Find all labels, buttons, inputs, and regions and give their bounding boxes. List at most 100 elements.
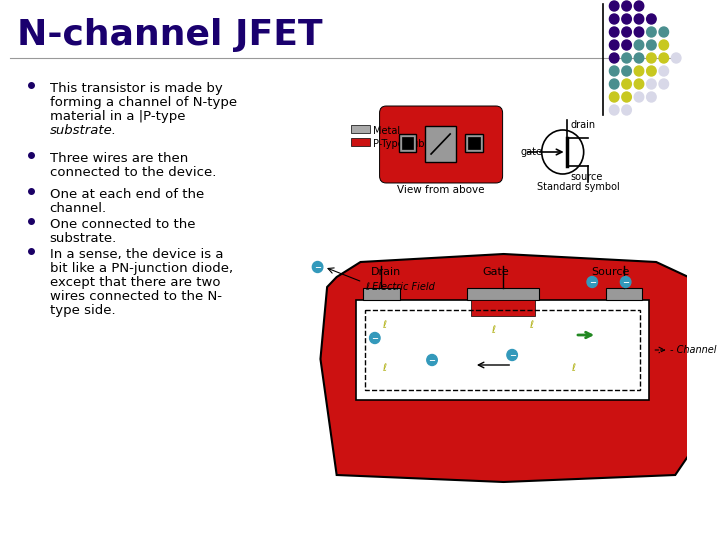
Circle shape (634, 40, 644, 50)
Text: material in a |P-type: material in a |P-type (50, 110, 185, 123)
Bar (402, 137, 413, 149)
Circle shape (659, 79, 669, 89)
Text: drain: drain (570, 120, 595, 130)
Text: Metal: Metal (373, 126, 400, 136)
Text: Standard symbol: Standard symbol (537, 182, 620, 192)
Text: - Channel: - Channel (670, 345, 717, 355)
Circle shape (622, 53, 631, 63)
Circle shape (622, 79, 631, 89)
Bar (356, 300, 649, 400)
Circle shape (647, 14, 656, 24)
Circle shape (621, 276, 631, 287)
Circle shape (647, 66, 656, 76)
Circle shape (647, 27, 656, 37)
Circle shape (634, 66, 644, 76)
Text: One connected to the: One connected to the (50, 218, 195, 231)
Circle shape (634, 14, 644, 24)
Circle shape (634, 27, 644, 37)
Bar (606, 288, 642, 300)
Circle shape (609, 79, 619, 89)
Bar (365, 310, 640, 390)
Circle shape (312, 261, 323, 273)
Text: −: − (428, 356, 436, 366)
Circle shape (659, 66, 669, 76)
Circle shape (647, 53, 656, 63)
Circle shape (369, 333, 380, 343)
Text: gate: gate (521, 147, 543, 157)
Text: type side.: type side. (50, 304, 115, 317)
Text: channel.: channel. (50, 202, 107, 215)
Circle shape (659, 27, 669, 37)
Text: −: − (589, 279, 595, 287)
Circle shape (647, 40, 656, 50)
Circle shape (647, 79, 656, 89)
Text: Drain: Drain (371, 267, 401, 277)
Circle shape (634, 79, 644, 89)
Circle shape (609, 66, 619, 76)
Text: bit like a PN-junction diode,: bit like a PN-junction diode, (50, 262, 233, 275)
Text: Gate: Gate (482, 267, 509, 277)
Circle shape (507, 349, 518, 361)
Text: ℓ Electric Field: ℓ Electric Field (365, 282, 435, 292)
Text: Source: Source (591, 267, 629, 277)
Bar (351, 138, 370, 146)
Circle shape (622, 66, 631, 76)
Text: source: source (570, 172, 603, 182)
Circle shape (622, 14, 631, 24)
Circle shape (609, 105, 619, 115)
Text: substrate.: substrate. (50, 124, 117, 137)
Text: −: − (622, 279, 629, 287)
Bar (467, 288, 539, 300)
FancyBboxPatch shape (379, 106, 503, 183)
Bar (471, 300, 535, 316)
Text: One at each end of the: One at each end of the (50, 188, 204, 201)
Circle shape (587, 276, 598, 287)
Circle shape (609, 92, 619, 102)
Bar (351, 125, 370, 133)
Circle shape (634, 53, 644, 63)
Circle shape (647, 92, 656, 102)
Text: ℓ: ℓ (382, 363, 387, 373)
Text: Three wires are then: Three wires are then (50, 152, 188, 165)
Text: substrate.: substrate. (50, 232, 117, 245)
Text: View from above: View from above (397, 185, 485, 195)
Circle shape (659, 53, 669, 63)
Circle shape (634, 92, 644, 102)
Circle shape (609, 53, 619, 63)
Circle shape (659, 40, 669, 50)
Circle shape (622, 27, 631, 37)
Text: ℓ: ℓ (571, 363, 575, 373)
Circle shape (672, 53, 681, 63)
Bar (426, 126, 456, 162)
Text: In a sense, the device is a: In a sense, the device is a (50, 248, 223, 261)
Circle shape (622, 105, 631, 115)
Circle shape (541, 130, 584, 174)
Circle shape (622, 1, 631, 11)
Text: N-channel JFET: N-channel JFET (17, 18, 323, 52)
Circle shape (609, 27, 619, 37)
Text: −: − (508, 352, 516, 361)
Text: ℓ: ℓ (529, 320, 534, 330)
Circle shape (427, 354, 437, 366)
Text: −: − (372, 334, 378, 343)
Text: forming a channel of N-type: forming a channel of N-type (50, 96, 237, 109)
Circle shape (622, 40, 631, 50)
Bar (465, 134, 482, 152)
Text: −: − (314, 264, 321, 273)
Text: ℓ: ℓ (491, 325, 495, 335)
Text: wires connected to the N-: wires connected to the N- (50, 290, 222, 303)
Circle shape (609, 14, 619, 24)
Text: This transistor is made by: This transistor is made by (50, 82, 222, 95)
Text: except that there are two: except that there are two (50, 276, 220, 289)
Text: P-Type substrate: P-Type substrate (373, 139, 454, 149)
Polygon shape (320, 254, 706, 482)
Bar (399, 134, 416, 152)
Bar (364, 288, 400, 300)
Text: ℓ: ℓ (382, 320, 387, 330)
Bar (468, 137, 480, 149)
Circle shape (634, 1, 644, 11)
Circle shape (609, 1, 619, 11)
Text: connected to the device.: connected to the device. (50, 166, 216, 179)
Circle shape (609, 40, 619, 50)
Circle shape (622, 92, 631, 102)
